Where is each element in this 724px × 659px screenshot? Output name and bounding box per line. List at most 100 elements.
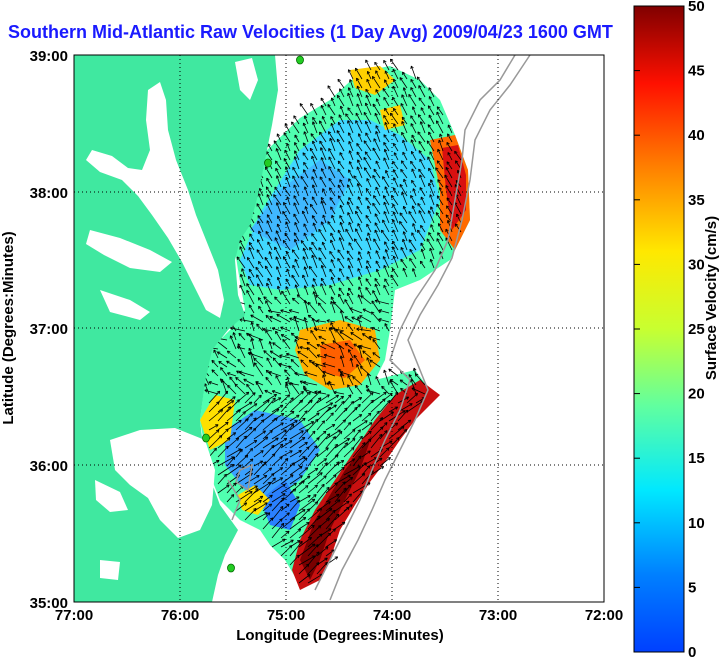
velocity-arrow-head <box>349 422 352 426</box>
velocity-vector-arrow <box>352 490 364 503</box>
velocity-vector-arrow <box>428 131 435 143</box>
velocity-vector-arrow <box>239 371 255 377</box>
velocity-vector-arrow <box>412 223 417 233</box>
velocity-arrow-head <box>334 436 336 440</box>
velocity-arrow-head <box>288 512 290 516</box>
velocity-vector-arrow <box>358 345 363 359</box>
velocity-arrow-head <box>369 359 372 363</box>
velocity-arrow-head <box>230 335 234 338</box>
velocity-vector-arrow <box>307 544 319 557</box>
velocity-vector-arrow <box>337 277 345 287</box>
velocity-arrow-head <box>304 372 307 375</box>
colorbar-tick-label: 30 <box>688 256 705 273</box>
velocity-vector-arrow <box>289 528 301 539</box>
velocity-vector-arrow <box>370 457 383 467</box>
velocity-vector-arrow <box>300 359 309 368</box>
velocity-vector-arrow <box>226 482 237 494</box>
velocity-arrow-head <box>412 367 415 372</box>
velocity-vector-arrow <box>366 223 372 233</box>
velocity-arrow-head <box>384 422 388 424</box>
velocity-arrow-head <box>374 300 378 303</box>
velocity-arrow-head <box>297 528 301 530</box>
velocity-arrow-head <box>352 401 354 405</box>
velocity-arrow-head <box>357 429 361 432</box>
velocity-vector-arrow <box>244 392 256 404</box>
velocity-vector-arrow <box>390 58 399 71</box>
velocity-arrow-head <box>246 384 248 388</box>
velocity-vector-arrow <box>436 195 444 206</box>
velocity-vector-arrow <box>430 259 435 269</box>
velocity-vector-arrow <box>246 384 255 395</box>
velocity-arrow-head <box>272 357 275 361</box>
velocity-arrow-head <box>303 169 307 172</box>
velocity-vector-arrow <box>271 397 282 404</box>
velocity-arrow-head <box>406 410 409 414</box>
velocity-arrow-head <box>339 215 343 218</box>
velocity-arrow-head <box>250 491 253 495</box>
velocity-vector-arrow <box>325 513 340 530</box>
velocity-arrow-head <box>344 343 347 347</box>
velocity-vector-arrow <box>326 320 336 323</box>
velocity-vector-arrow <box>271 477 283 485</box>
velocity-arrow-head <box>213 447 217 450</box>
velocity-vector-arrow <box>262 517 274 530</box>
velocity-vector-arrow <box>275 230 282 242</box>
velocity-vector-arrow <box>392 246 399 260</box>
velocity-arrow-head <box>277 408 280 412</box>
velocity-vector-arrow <box>274 296 282 305</box>
velocity-vector-arrow <box>307 412 320 422</box>
velocity-arrow-head <box>349 357 352 362</box>
bathymetry-contours <box>227 54 531 601</box>
velocity-arrow-head <box>317 525 322 527</box>
velocity-arrow-head <box>240 273 244 277</box>
velocity-vector-arrow <box>343 476 353 485</box>
velocity-vector-arrow <box>329 268 336 278</box>
velocity-arrow-head <box>269 341 272 344</box>
velocity-arrow-head <box>274 237 278 240</box>
velocity-arrow-head <box>268 251 270 255</box>
velocity-vector-arrow <box>366 260 372 269</box>
velocity-vector-arrow <box>409 258 417 269</box>
velocity-arrow-head <box>233 456 236 460</box>
velocity-vector-arrow <box>415 397 426 404</box>
velocity-arrow-head <box>375 89 379 92</box>
velocity-vector-arrow <box>319 131 327 143</box>
velocity-arrow-head <box>290 359 293 363</box>
velocity-vector-arrow <box>447 124 453 134</box>
velocity-vector-arrow <box>379 430 388 440</box>
velocity-arrow-head <box>446 161 450 164</box>
velocity-arrow-head <box>321 264 325 268</box>
velocity-arrow-head <box>384 107 388 110</box>
velocity-vector-arrow <box>454 184 462 197</box>
velocity-arrow-head <box>401 131 405 135</box>
velocity-arrow-head <box>361 436 363 440</box>
velocity-arrow-head <box>428 167 432 171</box>
velocity-arrow-head <box>399 379 402 383</box>
velocity-arrow-head <box>297 415 300 418</box>
velocity-arrow-head <box>403 429 407 431</box>
velocity-arrow-head <box>347 501 350 505</box>
velocity-arrow-head <box>256 203 260 206</box>
velocity-arrow-head <box>358 251 362 254</box>
velocity-arrow-head <box>257 475 260 479</box>
velocity-arrow-head <box>294 284 296 288</box>
velocity-vector-arrow <box>257 239 264 251</box>
velocity-vector-arrow <box>217 445 229 458</box>
velocity-arrow-head <box>254 508 257 512</box>
velocity-vector-arrow <box>345 228 354 242</box>
velocity-arrow-head <box>260 419 265 422</box>
velocity-arrow-head <box>348 287 352 290</box>
velocity-vector-arrow <box>325 493 340 503</box>
velocity-arrow-head <box>286 196 288 200</box>
velocity-vector-arrow <box>352 376 363 386</box>
velocity-arrow-head <box>356 143 360 146</box>
velocity-vector-arrow <box>226 464 242 476</box>
velocity-vector-arrow <box>311 196 318 206</box>
velocity-arrow-head <box>288 545 293 547</box>
velocity-arrow-head <box>307 391 311 394</box>
velocity-vector-arrow <box>333 391 345 395</box>
velocity-vector-arrow <box>244 499 262 512</box>
velocity-vector-arrow <box>325 394 339 404</box>
velocity-arrow-head <box>367 251 369 255</box>
